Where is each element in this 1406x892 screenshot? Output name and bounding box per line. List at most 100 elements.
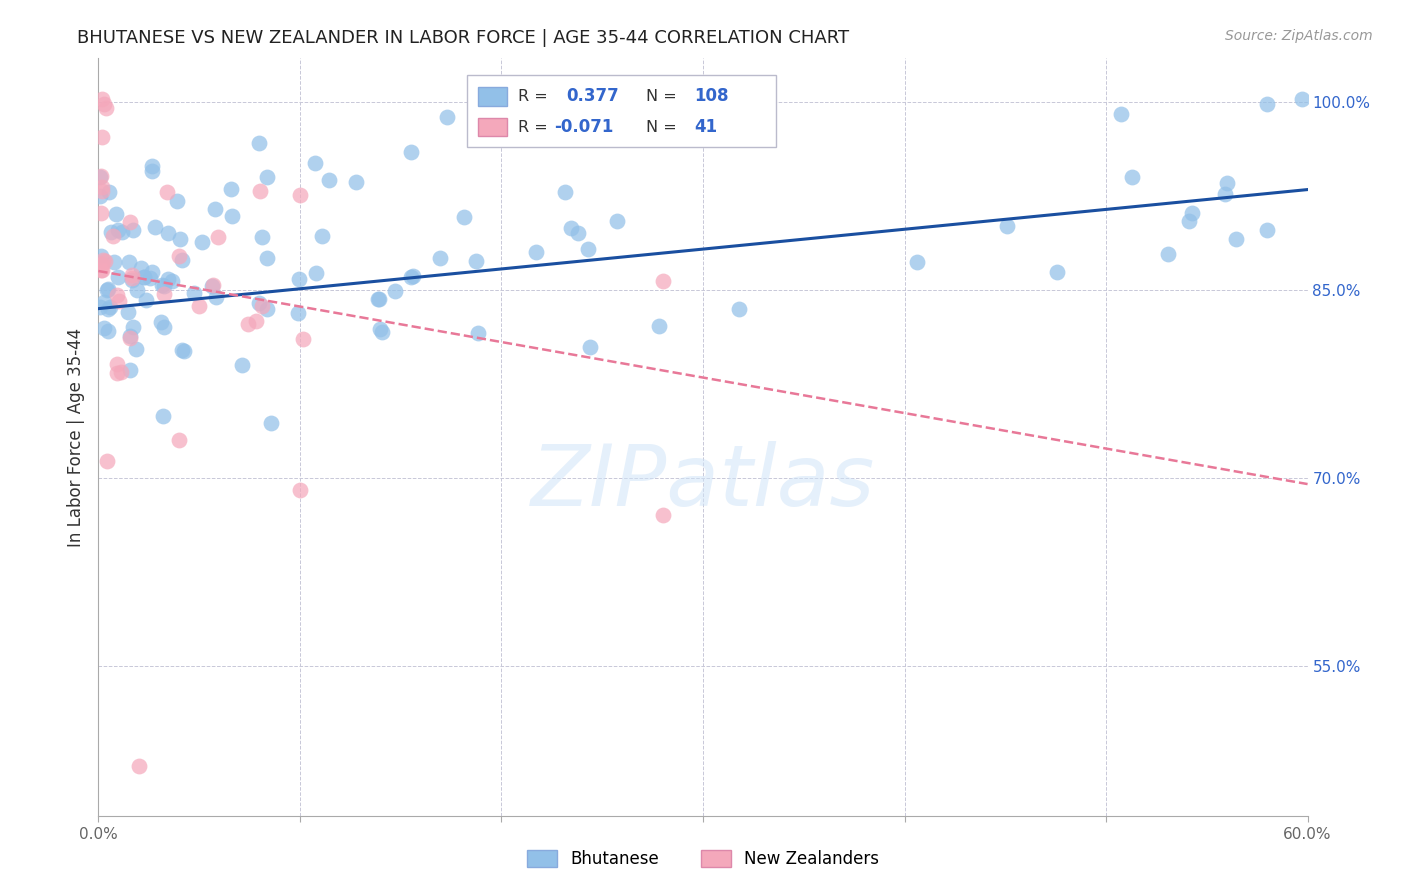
Text: Source: ZipAtlas.com: Source: ZipAtlas.com [1225, 29, 1372, 43]
Point [429, 252, 451, 266]
Point [118, 255, 141, 269]
Point [247, 296, 270, 310]
Point [94, 254, 117, 268]
Point [304, 156, 326, 170]
Point [103, 255, 125, 269]
Text: 108: 108 [695, 87, 730, 105]
FancyBboxPatch shape [467, 75, 776, 147]
Point [371, 325, 394, 339]
Point [606, 214, 628, 228]
Text: ZIPatlas: ZIPatlas [531, 441, 875, 524]
Point [1046, 264, 1069, 278]
Point [204, 202, 226, 216]
Point [207, 229, 229, 244]
Text: N =: N = [647, 89, 676, 104]
Point [728, 301, 751, 316]
Point [291, 332, 314, 346]
Point [122, 223, 145, 237]
Point [105, 288, 128, 302]
Point [90, 179, 112, 194]
Point [91, 257, 114, 271]
Point [93, 97, 115, 112]
Point [121, 273, 143, 287]
Point [143, 219, 166, 234]
Point [464, 254, 486, 268]
Point [1177, 214, 1199, 228]
Point [153, 279, 176, 293]
Point [344, 175, 367, 189]
Point [117, 305, 139, 319]
Point [995, 219, 1018, 233]
Point [156, 185, 179, 199]
Point [166, 194, 188, 208]
Text: R =: R = [517, 120, 548, 135]
Point [107, 358, 129, 372]
Point [1216, 176, 1239, 190]
Point [89, 189, 111, 203]
FancyBboxPatch shape [478, 87, 508, 105]
Point [436, 110, 458, 124]
Point [93, 321, 115, 335]
Point [150, 278, 173, 293]
Point [100, 225, 122, 239]
Point [153, 287, 176, 301]
Point [149, 315, 172, 329]
Point [1215, 187, 1237, 202]
Point [231, 358, 253, 372]
Point [201, 279, 224, 293]
Point [90, 263, 112, 277]
Point [91, 130, 114, 145]
Point [256, 170, 278, 185]
FancyBboxPatch shape [478, 118, 508, 136]
Point [191, 235, 214, 249]
Point [367, 293, 389, 307]
Point [90, 206, 112, 220]
Point [157, 226, 180, 240]
Point [125, 343, 148, 357]
Point [252, 230, 274, 244]
Point [98, 300, 121, 314]
Point [249, 184, 271, 198]
Point [236, 317, 259, 331]
Point [132, 269, 155, 284]
Point [90, 184, 112, 198]
Point [107, 269, 129, 284]
Point [1256, 97, 1278, 112]
Point [120, 363, 142, 377]
Point [90, 249, 112, 263]
Point [160, 274, 183, 288]
Point [128, 759, 150, 773]
Point [118, 215, 141, 229]
Point [256, 302, 278, 317]
Point [169, 232, 191, 246]
Point [651, 508, 673, 523]
Point [153, 320, 176, 334]
Point [205, 289, 228, 303]
Point [560, 221, 582, 235]
Point [107, 223, 129, 237]
Point [141, 265, 163, 279]
Point [90, 263, 112, 277]
Point [260, 416, 283, 430]
Point [105, 207, 128, 221]
Point [1121, 169, 1143, 184]
Point [97, 302, 120, 317]
Point [554, 185, 576, 199]
Point [188, 299, 211, 313]
Point [651, 274, 673, 288]
Point [368, 322, 391, 336]
Point [141, 159, 163, 173]
Point [108, 293, 131, 308]
Point [1225, 232, 1247, 246]
Text: -0.071: -0.071 [554, 118, 613, 136]
Point [648, 318, 671, 333]
Point [105, 367, 128, 381]
Point [367, 292, 389, 306]
Point [125, 283, 148, 297]
Point [287, 306, 309, 320]
Point [111, 225, 134, 239]
Point [288, 483, 311, 498]
Point [91, 92, 114, 106]
Point [134, 270, 156, 285]
Point [1109, 107, 1132, 121]
